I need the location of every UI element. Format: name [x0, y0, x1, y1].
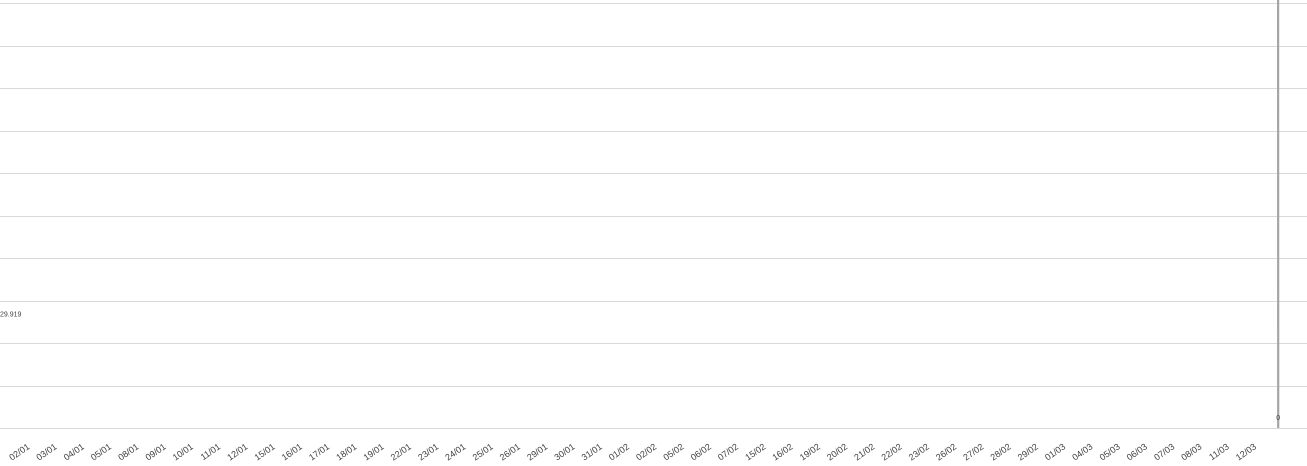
x-tick-label: 17/01 [307, 441, 331, 462]
x-tick-label: 16/01 [280, 441, 304, 462]
x-tick-label: 15/02 [743, 441, 767, 462]
x-tick-label: 15/01 [253, 441, 277, 462]
series-line [1277, 0, 1280, 429]
x-tick-label: 28/02 [989, 441, 1013, 462]
x-tick-label: 01/02 [607, 441, 631, 462]
series-line-layer [1277, 0, 1280, 429]
x-tick-label: 25/01 [471, 441, 495, 462]
x-tick-label: 10/01 [171, 441, 195, 462]
x-tick-label: 02/01 [7, 441, 31, 462]
x-tick-label: 16/02 [770, 441, 794, 462]
x-tick-label: 26/01 [498, 441, 522, 462]
x-tick-label: 29/01 [525, 441, 549, 462]
x-tick-label: 22/02 [880, 441, 904, 462]
x-tick-label: 22/01 [389, 441, 413, 462]
gridlines [0, 3, 1307, 429]
x-tick-label: 20/02 [825, 441, 849, 462]
x-tick-label: 19/02 [798, 441, 822, 462]
x-tick-label: 31/01 [580, 441, 604, 462]
x-tick-label: 05/02 [661, 441, 685, 462]
data-label: 0 [1276, 415, 1280, 422]
x-tick-label: 11/01 [199, 441, 223, 462]
x-tick-label: 26/02 [934, 441, 958, 462]
x-tick-label: 12/03 [1234, 441, 1258, 462]
data-labels: 29.9192.586.231.5022.054.739.5853.650.95… [0, 312, 1280, 422]
x-tick-label: 27/02 [961, 441, 985, 462]
x-tick-label: 30/01 [552, 441, 576, 462]
x-tick-label: 03/01 [34, 441, 58, 462]
x-tick-label: 07/03 [1152, 441, 1176, 462]
x-tick-label: 01/03 [1043, 441, 1067, 462]
x-tick-label: 08/01 [116, 441, 140, 462]
x-tick-label: 19/01 [362, 441, 386, 462]
x-tick-label: 24/01 [443, 441, 467, 462]
x-tick-label: 12/01 [225, 441, 249, 462]
data-label: 29.919 [0, 312, 22, 319]
x-tick-label: 21/02 [852, 441, 876, 462]
x-tick-label: 23/01 [416, 441, 440, 462]
x-tick-label: 04/03 [1070, 441, 1094, 462]
x-tick-label: 06/02 [689, 441, 713, 462]
x-tick-label: 02/02 [634, 441, 658, 462]
x-tick-label: 04/01 [62, 441, 86, 462]
x-tick-label: 05/01 [89, 441, 113, 462]
x-axis-ticks: 02/01 03/01 04/01 05/01 08/01 09/01 10/01 11/01… [7, 441, 1258, 462]
x-tick-label: 29/02 [1016, 441, 1040, 462]
x-tick-label: 06/03 [1125, 441, 1149, 462]
x-tick-label: 23/02 [907, 441, 931, 462]
x-tick-label: 08/03 [1179, 441, 1203, 462]
x-tick-label: 07/02 [716, 441, 740, 462]
x-tick-label: 11/03 [1207, 441, 1231, 462]
x-tick-label: 09/01 [144, 441, 168, 462]
x-tick-label: 05/03 [1098, 441, 1122, 462]
x-tick-label: 18/01 [334, 441, 358, 462]
